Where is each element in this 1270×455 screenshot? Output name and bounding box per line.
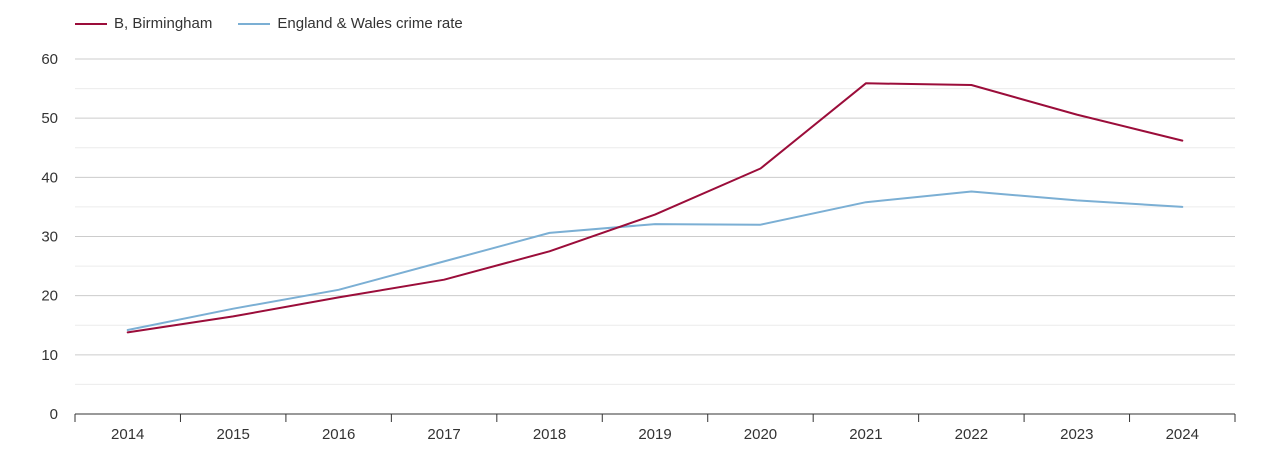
x-tick-label-2023: 2023 [1060, 426, 1093, 443]
data-point-england-wales-crime-rate-2016 [337, 288, 341, 292]
data-point-b-birmingham-2022 [969, 83, 973, 87]
series-layer [126, 81, 1184, 334]
y-tick-label-60: 60 [41, 51, 58, 68]
data-point-england-wales-crime-rate-2018 [548, 231, 552, 235]
series-line-england-wales-crime-rate [126, 190, 1184, 331]
x-tick-label-2014: 2014 [111, 426, 144, 443]
grid-layer [75, 58, 1235, 385]
data-point-b-birmingham-2020 [759, 167, 763, 171]
data-point-b-birmingham-2016 [337, 295, 341, 299]
data-point-england-wales-crime-rate-2024 [1180, 205, 1184, 209]
y-tick-label-50: 50 [41, 110, 58, 127]
y-tick-label-10: 10 [41, 347, 58, 364]
y-tick-label-0: 0 [50, 406, 58, 423]
y-tick-label-30: 30 [41, 229, 58, 246]
x-tick-label-2017: 2017 [427, 426, 460, 443]
legend-item-birmingham[interactable]: B, Birmingham [75, 15, 212, 32]
x-tick-label-2021: 2021 [849, 426, 882, 443]
data-point-b-birmingham-2017 [442, 278, 446, 282]
y-tick-label-40: 40 [41, 169, 58, 186]
data-point-b-birmingham-2021 [864, 81, 868, 85]
x-tick-label-2015: 2015 [216, 426, 249, 443]
legend-swatch-england-wales [238, 22, 271, 25]
data-point-england-wales-crime-rate-2022 [969, 190, 973, 194]
data-point-england-wales-crime-rate-2019 [653, 222, 657, 226]
x-tick-label-2022: 2022 [955, 426, 988, 443]
data-point-england-wales-crime-rate-2015 [231, 307, 235, 311]
data-point-england-wales-crime-rate-2021 [864, 200, 868, 204]
x-tick-label-2019: 2019 [638, 426, 671, 443]
data-point-b-birmingham-2014 [126, 330, 130, 334]
x-tick-label-2020: 2020 [744, 426, 777, 443]
data-point-b-birmingham-2023 [1075, 113, 1079, 117]
axis-layer: 0 10 20 30 40 50 60 2014 2015 2016 2017 2018 2019 202… [41, 51, 1236, 443]
legend-swatch-birmingham [75, 22, 107, 25]
data-point-england-wales-crime-rate-2023 [1075, 198, 1079, 202]
data-point-england-wales-crime-rate-2020 [759, 223, 763, 227]
chart-legend: B, Birmingham England & Wales crime rate [75, 15, 489, 32]
x-tick-label-2016: 2016 [322, 426, 355, 443]
legend-label-england-wales: England & Wales crime rate [277, 15, 463, 32]
series-line-b-birmingham [126, 82, 1184, 334]
y-tick-label-20: 20 [41, 288, 58, 305]
data-point-b-birmingham-2015 [231, 314, 235, 318]
x-tick-label-2018: 2018 [533, 426, 566, 443]
data-point-b-birmingham-2024 [1180, 139, 1184, 143]
legend-label-birmingham: B, Birmingham [114, 15, 213, 32]
data-point-b-birmingham-2019 [653, 213, 657, 217]
data-point-b-birmingham-2018 [548, 249, 552, 253]
data-point-england-wales-crime-rate-2017 [442, 259, 446, 263]
x-tick-label-2024: 2024 [1166, 426, 1199, 443]
legend-item-england-wales[interactable]: England & Wales crime rate [238, 15, 463, 32]
